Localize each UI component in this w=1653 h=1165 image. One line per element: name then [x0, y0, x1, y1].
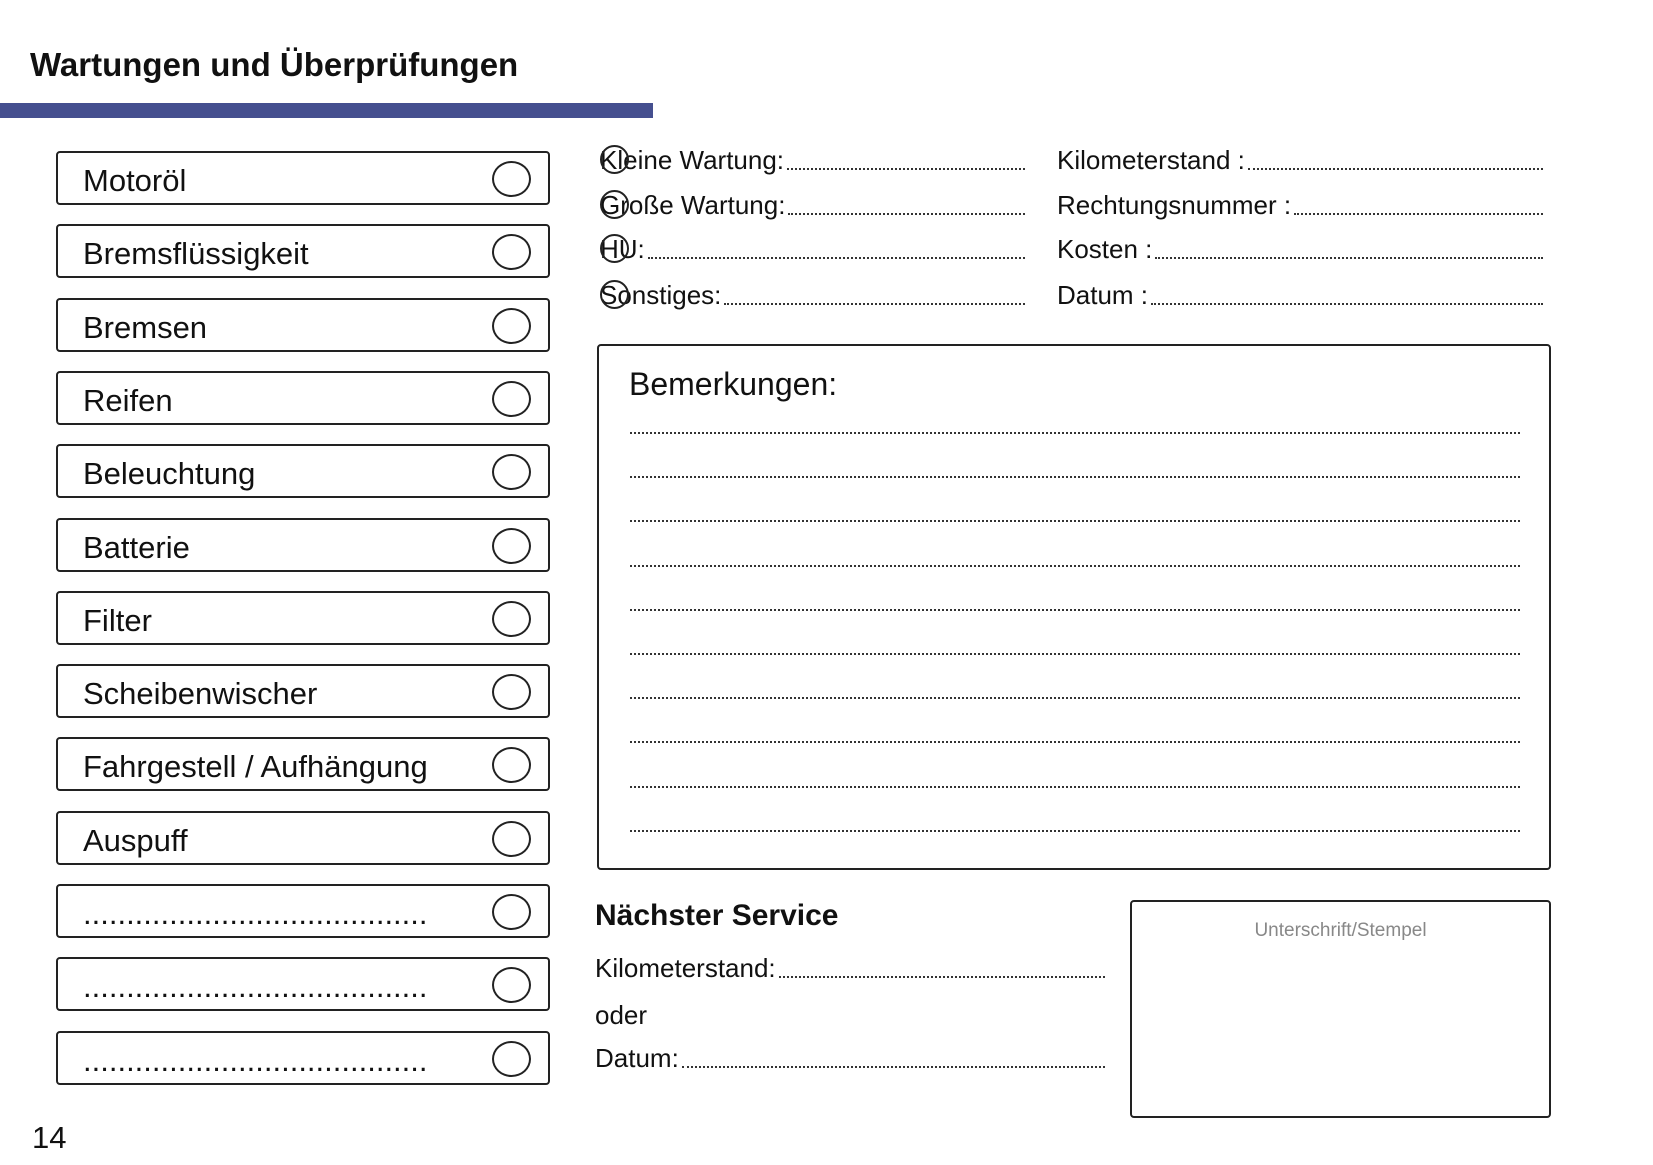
checkbox-circle-icon[interactable] [492, 600, 531, 637]
next-service-date-field[interactable]: Datum: [595, 1043, 1105, 1074]
fill-line [787, 168, 1025, 170]
checkbox-circle-icon[interactable] [492, 527, 531, 564]
remarks-box[interactable]: Bemerkungen: [597, 344, 1551, 870]
fill-line [1294, 213, 1543, 215]
checklist-item-label: ........................................ [83, 896, 428, 931]
signature-stamp-box[interactable]: Unterschrift/Stempel [1130, 900, 1551, 1118]
checklist-item-label: Reifen [83, 382, 173, 418]
checklist-item-label: Beleuchtung [83, 456, 256, 492]
checkbox-circle-icon[interactable] [492, 380, 531, 417]
radio-circle-icon[interactable] [600, 234, 629, 263]
checkbox-circle-icon[interactable] [492, 820, 531, 857]
page-number: 14 [32, 1120, 67, 1155]
next-service-title: Nächster Service [595, 899, 839, 932]
detail-field[interactable]: Rechtungsnummer : [1057, 190, 1543, 221]
service-type-label: Große Wartung: [600, 190, 786, 220]
detail-label: Datum : [1057, 280, 1149, 310]
checkbox-circle-icon[interactable] [492, 967, 531, 1004]
fill-line [1247, 168, 1543, 170]
checklist-item[interactable]: ........................................ [56, 957, 550, 1012]
remarks-line[interactable] [630, 564, 1520, 567]
remarks-line[interactable] [630, 829, 1520, 832]
checkbox-circle-icon[interactable] [492, 307, 531, 344]
remarks-title: Bemerkungen: [629, 366, 838, 402]
header-accent-bar [0, 103, 653, 118]
service-type-option[interactable]: Große Wartung: [600, 190, 1025, 221]
checkbox-circle-icon[interactable] [492, 674, 531, 711]
checklist-item[interactable]: Beleuchtung [56, 444, 550, 499]
remarks-line[interactable] [630, 432, 1520, 434]
checkbox-circle-icon[interactable] [492, 747, 531, 784]
detail-field[interactable]: Datum : [1057, 280, 1543, 311]
radio-circle-icon[interactable] [600, 190, 629, 219]
fill-line [1155, 257, 1543, 259]
checklist-item[interactable]: Bremsflüssigkeit [56, 224, 550, 279]
detail-field[interactable]: Kilometerstand : [1057, 145, 1543, 176]
signature-label: Unterschrift/Stempel [1254, 920, 1427, 941]
checklist-item[interactable]: Auspuff [56, 810, 550, 865]
service-type-option[interactable]: Kleine Wartung: [600, 145, 1025, 176]
or-label: oder [595, 1000, 648, 1030]
checklist-item[interactable]: Motoröl [56, 151, 550, 205]
checklist-item[interactable]: Batterie [56, 517, 550, 572]
checklist-item-label: Bremsflüssigkeit [83, 236, 309, 272]
remarks-line[interactable] [630, 608, 1520, 611]
radio-circle-icon[interactable] [600, 280, 629, 309]
checklist-item-label: Batterie [83, 529, 190, 565]
remarks-line[interactable] [630, 653, 1520, 655]
next-service-mileage-field[interactable]: Kilometerstand: [595, 953, 1105, 984]
fill-line [778, 976, 1105, 978]
fill-line [788, 213, 1025, 215]
checklist-item-label: Bremsen [83, 309, 208, 345]
checklist-item-label: Scheibenwischer [83, 676, 318, 712]
checkbox-circle-icon[interactable] [492, 454, 531, 491]
detail-label: Rechtungsnummer : [1057, 190, 1292, 220]
checklist-item[interactable]: Reifen [56, 370, 550, 425]
checkbox-circle-icon[interactable] [492, 1040, 531, 1077]
checklist-item-label: ........................................ [83, 1042, 428, 1078]
fill-line [647, 257, 1025, 259]
service-type-option[interactable]: HU: [600, 234, 1025, 265]
checklist-item-label: Auspuff [83, 822, 188, 858]
checklist-item-label: ........................................ [83, 969, 428, 1005]
detail-field[interactable]: Kosten : [1057, 234, 1543, 265]
fill-line [724, 303, 1025, 305]
checklist-item-label: Motoröl [83, 163, 187, 198]
checklist-item[interactable]: ........................................ [56, 1030, 550, 1085]
checkbox-circle-icon[interactable] [492, 894, 531, 930]
detail-label: Kosten : [1057, 234, 1153, 264]
checkbox-circle-icon[interactable] [492, 234, 531, 271]
checklist-item[interactable]: Scheibenwischer [56, 664, 550, 719]
checklist-item[interactable]: ........................................ [56, 884, 550, 938]
checkbox-circle-icon[interactable] [492, 161, 531, 197]
remarks-line[interactable] [630, 785, 1520, 788]
checklist-item[interactable]: Bremsen [56, 297, 550, 352]
remarks-line[interactable] [630, 741, 1520, 744]
service-type-option[interactable]: Sonstiges: [600, 280, 1025, 311]
remarks-line[interactable] [630, 476, 1520, 479]
checklist-item[interactable]: Fahrgestell / Aufhängung [56, 737, 550, 792]
fill-line [681, 1066, 1105, 1068]
remarks-line[interactable] [630, 520, 1520, 523]
remarks-line[interactable] [630, 697, 1520, 700]
next-service-date-label: Datum: [595, 1043, 679, 1073]
checklist-item-label: Filter [83, 602, 152, 638]
detail-label: Kilometerstand : [1057, 145, 1245, 175]
service-type-label: Kleine Wartung: [600, 145, 785, 175]
radio-circle-icon[interactable] [600, 145, 629, 174]
checklist-item[interactable]: Filter [56, 590, 550, 645]
next-service-mileage-label: Kilometerstand: [595, 953, 776, 983]
fill-line [1151, 303, 1543, 305]
page-title: Wartungen und Überprüfungen [30, 46, 519, 83]
checklist-item-label: Fahrgestell / Aufhängung [83, 749, 428, 785]
